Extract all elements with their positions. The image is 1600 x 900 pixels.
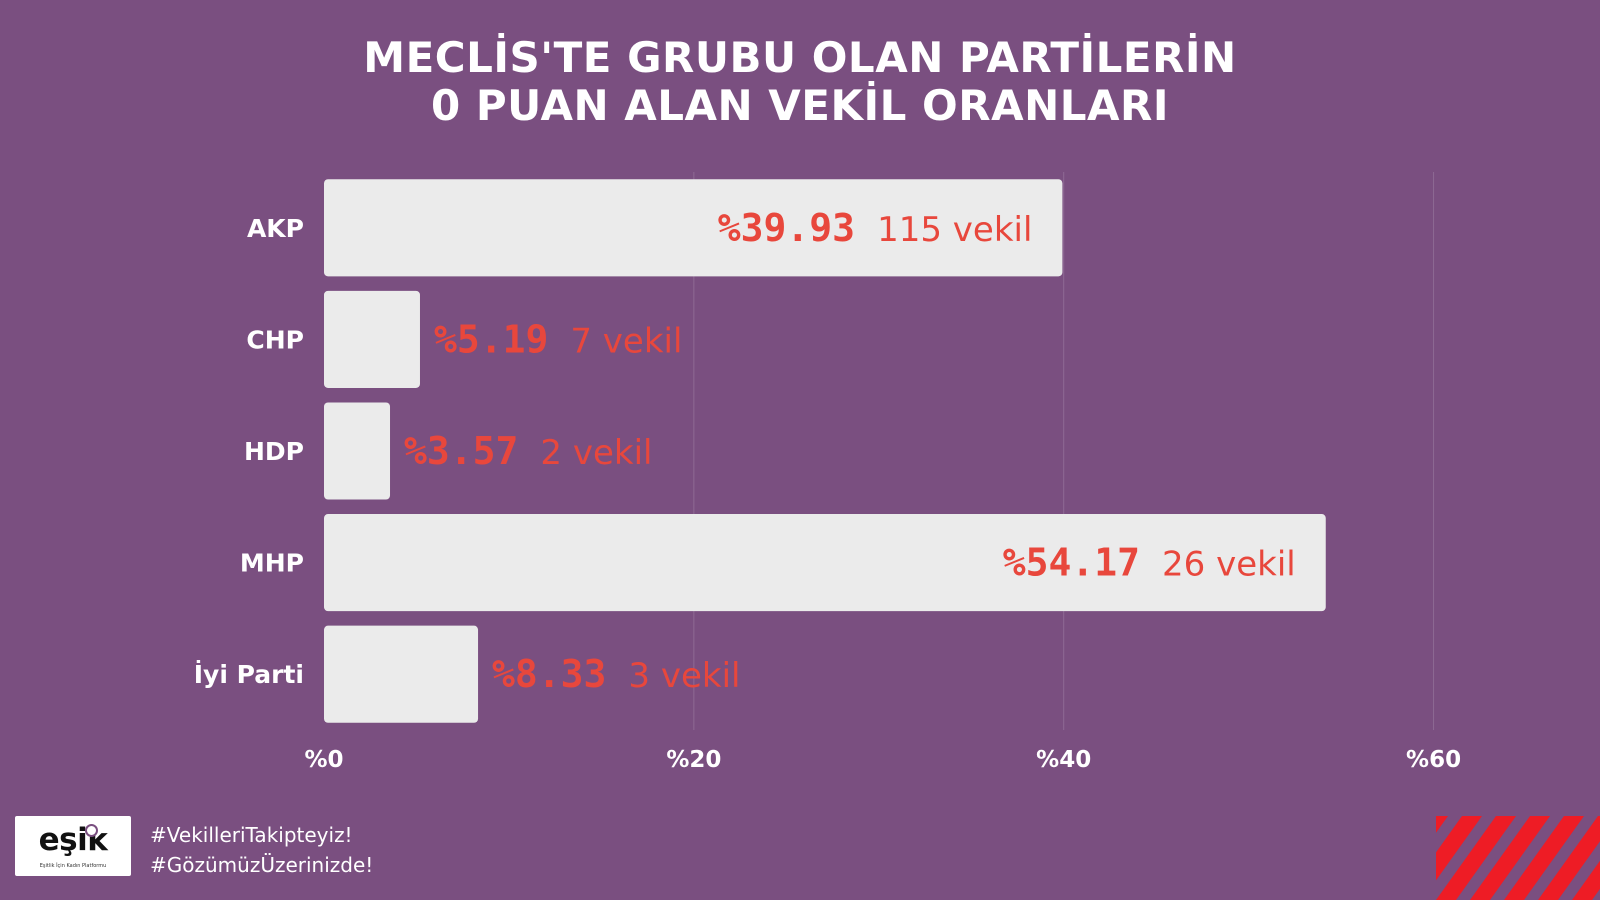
x-tick-label-20: %20 xyxy=(666,747,721,773)
bar-label-i-yi-parti: %8.33 3 vekil xyxy=(492,652,740,696)
stripe-5 xyxy=(1538,816,1600,900)
bar-hdp xyxy=(324,402,391,500)
count-label-mhp: 26 vekil xyxy=(1162,545,1296,585)
value-label-hdp: %3.57 xyxy=(404,429,518,473)
hashtag-1: #VekilleriTakipteyiz! xyxy=(150,823,353,847)
count-label-i-yi-parti: 3 vekil xyxy=(628,656,740,696)
category-label-hdp: HDP xyxy=(244,437,304,466)
bar-i-yi-parti xyxy=(324,625,479,723)
bar-label-akp: %39.93 115 vekil xyxy=(718,206,1033,250)
red-stripes-decoration xyxy=(1436,816,1600,900)
bar-chart: %39.93 115 vekil %5.19 7 vekil %3.57 2 vekil%… xyxy=(194,172,1461,773)
stripe-4 xyxy=(1504,816,1584,900)
count-label-chp: 7 vekil xyxy=(570,321,682,361)
count-label-hdp: 2 vekil xyxy=(540,433,652,473)
logo-subtitle: Eşitlik İçin Kadın Platformu xyxy=(39,863,107,869)
chart-title-line-1: MECLİS'TE GRUBU OLAN PARTİLERİN xyxy=(363,33,1237,82)
bar-mhp xyxy=(324,514,1326,612)
hashtag-2: #GözümüzÜzerinizde! xyxy=(150,853,374,877)
chart-title-line-2: 0 PUAN ALAN VEKİL ORANLARI xyxy=(431,81,1169,130)
x-tick-label-60: %60 xyxy=(1406,747,1461,773)
category-label-chp: CHP xyxy=(246,325,304,354)
value-label-chp: %5.19 xyxy=(434,317,548,361)
x-tick-label-0: %0 xyxy=(304,747,343,773)
count-label-akp: 115 vekil xyxy=(877,210,1032,250)
bar-chp xyxy=(324,290,420,388)
hashtags: #VekilleriTakipteyiz! #GözümüzÜzerinizde… xyxy=(150,820,373,880)
category-label-i-yi-parti: İyi Parti xyxy=(194,659,304,689)
category-label-mhp: MHP xyxy=(240,549,304,578)
category-label-akp: AKP xyxy=(247,214,304,243)
stripe-6 xyxy=(1572,860,1600,900)
bar-label-mhp: %54.17 26 vekil xyxy=(1003,541,1296,585)
bar-label-hdp: %3.57 2 vekil xyxy=(404,429,652,473)
x-axis: %0 %20 %40 %60 AKP CHP HDP MHP İyi Parti xyxy=(194,214,1461,773)
value-label-akp: %39.93 xyxy=(718,206,855,250)
chart-title: MECLİS'TE GRUBU OLAN PARTİLERİN 0 PUAN A… xyxy=(0,34,1600,130)
x-tick-label-40: %40 xyxy=(1036,747,1091,773)
value-label-i-yi-parti: %8.33 xyxy=(492,652,606,696)
bar-akp xyxy=(324,179,1063,277)
value-label-mhp: %54.17 xyxy=(1003,541,1140,585)
esik-logo: eşik Eşitlik İçin Kadın Platformu xyxy=(15,816,131,876)
bar-label-chp: %5.19 7 vekil xyxy=(434,317,682,361)
stripe-3 xyxy=(1470,816,1550,900)
logo-word: eşik xyxy=(38,822,108,858)
logo-dot-icon xyxy=(85,824,98,837)
stripe-2 xyxy=(1436,816,1516,900)
bars: %39.93 115 vekil %5.19 7 vekil %3.57 2 vekil%… xyxy=(324,179,1326,723)
